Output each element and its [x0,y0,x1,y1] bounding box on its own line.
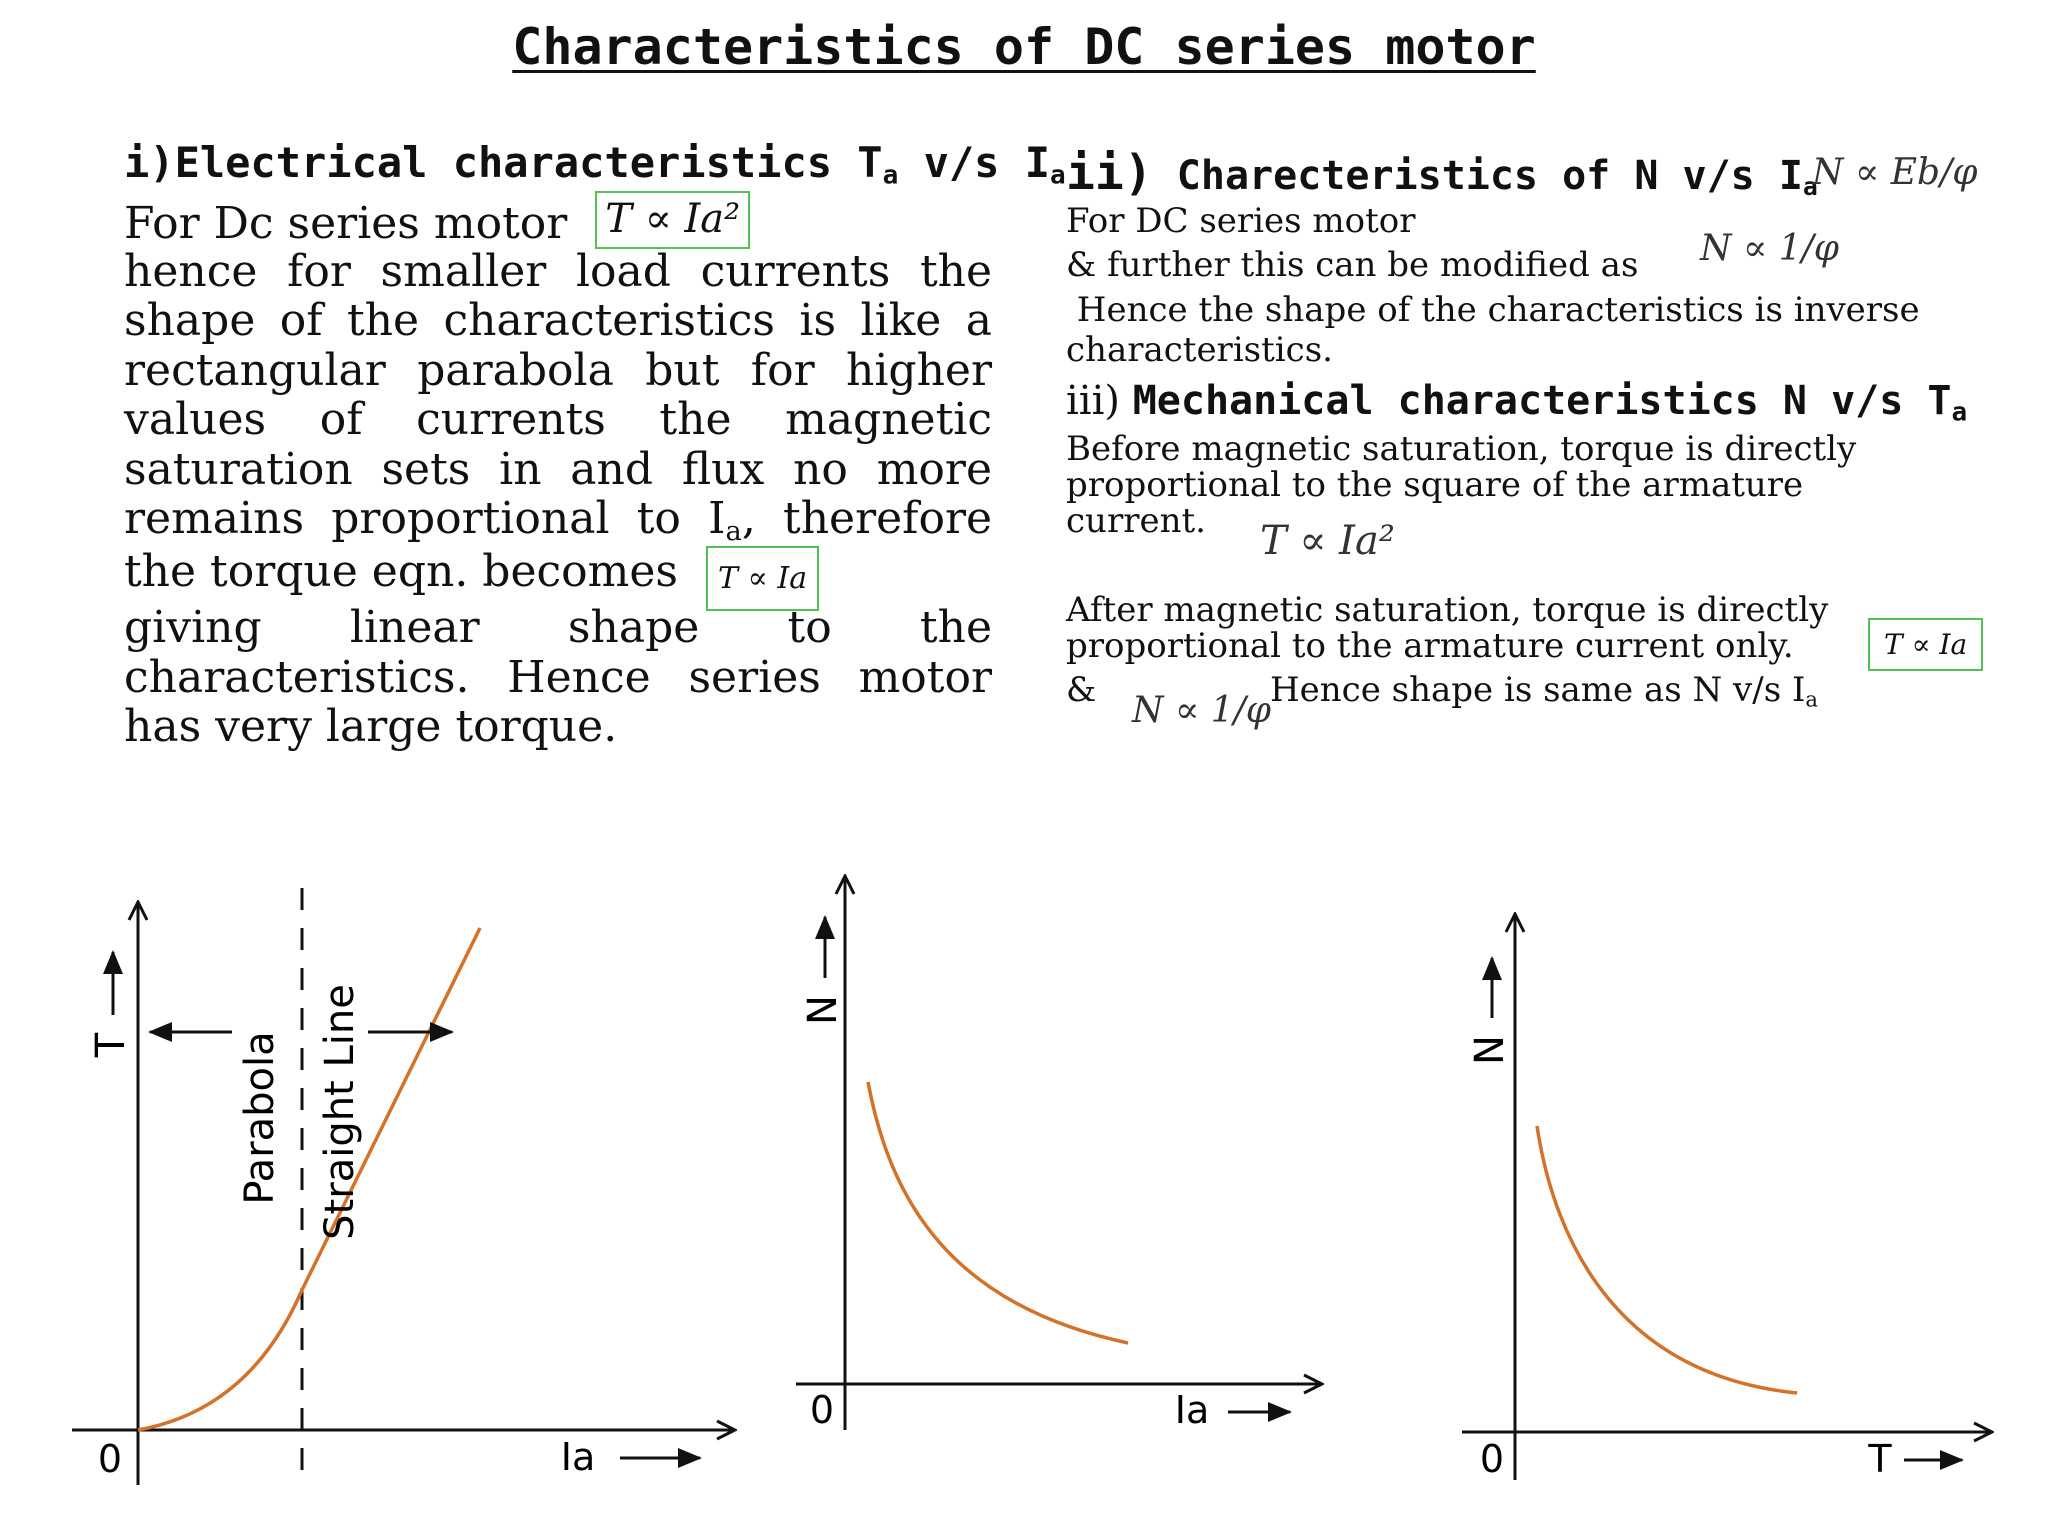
right-line-2: & further this can be modified as [1066,245,1639,285]
left-line-4: rectangular parabola but for higher [124,344,992,396]
left-line-10: characteristics. Hence series motor [124,651,992,703]
chart2-curve [866,1081,1129,1345]
right-line-7: current. [1066,501,1206,541]
chart3-x-label: T [1867,1437,1892,1481]
chart1-origin-label: 0 [98,1437,122,1481]
chart1-x-label: Ia [561,1435,596,1479]
left-line-1: For Dc series motor [124,198,568,249]
left-line-5: values of currents the magnetic [124,394,992,445]
page-title: Characteristics of DC series motor [512,18,1536,76]
chart3-origin-label: 0 [1480,1437,1504,1481]
formula-t-prop-ia-squared-2: T ∝ Ia² [1260,518,1395,564]
chart1-y-label: T [88,1032,134,1058]
left-line-6: saturation sets in and flux no more [124,443,992,495]
formula-t-prop-ia-squared: T ∝ Ia² [595,191,751,249]
right-line-8: After magnetic saturation, torque is dir… [1066,590,1829,630]
left-line-2: hence for smaller load currents the [124,245,992,297]
formula-n-prop-eb-phi: N ∝ Eb/φ [1812,152,1978,193]
formula-n-prop-inv-phi: N ∝ 1/φ [1700,228,1839,269]
right-line-5: Before magnetic saturation, torque is di… [1066,429,1857,469]
right-line-6: proportional to the square of the armatu… [1066,465,1804,505]
chart2-y-label: N [800,995,846,1025]
right-line-10: Hence shape is same as N v/s Ia [1270,670,1818,712]
chart3-y-label: N [1467,1035,1513,1065]
left-heading: i)Electrical characteristics Ta v/s Ia [124,138,1066,191]
left-line-3: shape of the characteristics is like a [124,295,992,346]
chart-2-speed-vs-current: N 0 Ia [796,876,1322,1432]
left-line-7: remains proportional to Ia, therefore [124,493,993,547]
right-line-3: Hence the shape of the characteristics i… [1066,290,1920,330]
formula-t-prop-ia: T ∝ Ia [705,545,820,611]
right-line-1: For DC series motor [1066,201,1416,241]
chart1-annotation-straight-line: Straight Line [317,984,363,1240]
left-paragraph: For Dc series motor T ∝ Ia² hence for sm… [124,191,993,752]
left-line-9: giving linear shape to the [124,602,992,653]
left-line-11: has very large torque. [124,701,618,752]
chart-1-torque-vs-current: T Parabola Straight Line 0 Ia [72,888,735,1485]
chart2-origin-label: 0 [810,1388,834,1432]
right-line-9: proportional to the armature current onl… [1066,626,1794,666]
left-line-8: the torque eqn. becomes [124,545,678,597]
chart2-x-label: Ia [1175,1388,1210,1432]
right-heading-iii: iii) Mechanical characteristics N v/s Ta [1066,378,1968,428]
formula-n-prop-inv-phi-2: N ∝ 1/φ [1132,690,1271,731]
ampersand: & [1066,670,1097,710]
chart-3-speed-vs-torque: N 0 T [1462,914,1992,1481]
right-heading-ii: ii) Charecteristics of N v/s Ia [1066,145,1818,202]
chart3-curve [1535,1125,1798,1395]
formula-t-prop-ia-2: T ∝ Ia [1868,618,1984,671]
right-line-4: characteristics. [1066,330,1333,370]
chart1-curve [137,927,482,1432]
chart1-annotation-parabola: Parabola [237,1031,283,1204]
